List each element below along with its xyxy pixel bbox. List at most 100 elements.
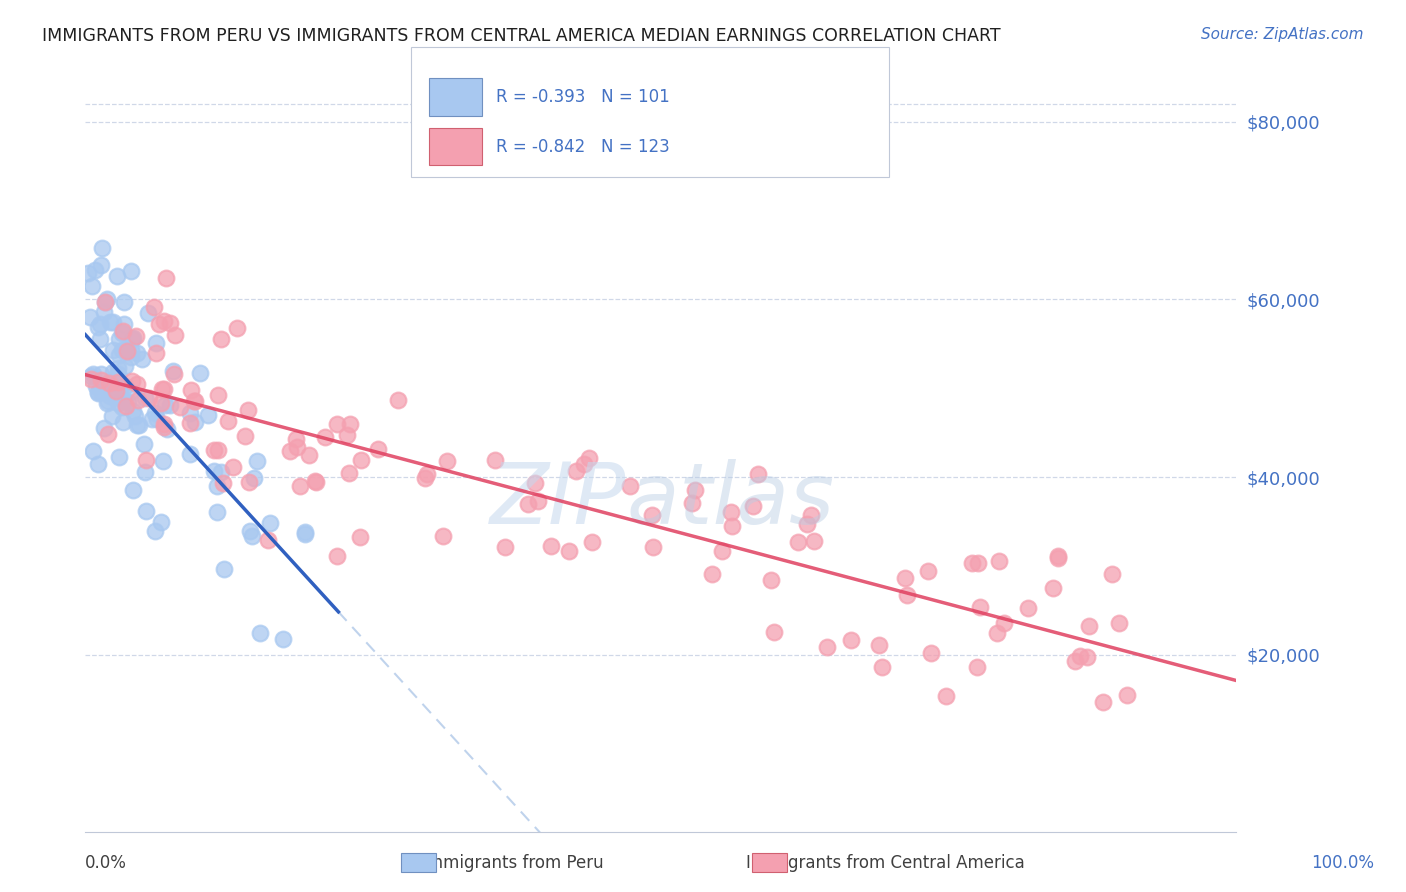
Point <box>103 343 125 357</box>
Point <box>921 647 943 661</box>
Point <box>84 262 107 277</box>
Point <box>115 344 138 359</box>
Point <box>112 295 135 310</box>
Point <box>90 368 112 382</box>
Point <box>87 386 110 401</box>
Point <box>179 416 201 430</box>
Point <box>121 404 143 418</box>
Point <box>350 453 373 467</box>
Point <box>1101 566 1123 581</box>
Point <box>101 315 124 329</box>
Point <box>98 382 121 396</box>
Point <box>145 336 167 351</box>
Point <box>112 324 135 338</box>
Point <box>145 346 167 360</box>
Point <box>98 315 121 329</box>
Point <box>1108 615 1130 630</box>
Point <box>84 379 107 393</box>
Point <box>179 447 201 461</box>
Point <box>87 319 110 334</box>
Point <box>134 391 156 405</box>
Point <box>720 505 742 519</box>
Point <box>581 535 603 549</box>
Point <box>112 415 135 429</box>
Point <box>280 444 302 458</box>
Point <box>89 332 111 346</box>
Point <box>839 632 862 647</box>
Point <box>150 515 173 529</box>
Point <box>107 368 129 382</box>
Point <box>207 505 229 519</box>
Point <box>246 454 269 468</box>
Point <box>107 395 129 409</box>
Point <box>183 415 205 429</box>
Point <box>993 615 1015 630</box>
Point <box>294 524 316 539</box>
Point <box>893 571 915 585</box>
Text: R = -0.393   N = 101: R = -0.393 N = 101 <box>496 88 671 106</box>
Point <box>304 474 326 488</box>
Point <box>225 321 247 335</box>
Point <box>159 316 181 330</box>
Point <box>97 427 120 442</box>
Point <box>108 332 131 346</box>
Point <box>239 524 262 539</box>
Point <box>285 440 308 454</box>
Point <box>134 436 156 450</box>
Point <box>700 567 723 582</box>
Point <box>90 258 112 272</box>
Point <box>121 483 143 498</box>
Point <box>184 394 207 409</box>
Point <box>326 549 349 564</box>
Point <box>558 544 581 558</box>
Point <box>120 343 142 358</box>
Point <box>114 359 136 374</box>
Point <box>367 442 389 456</box>
Point <box>337 466 360 480</box>
Point <box>143 524 166 538</box>
Point <box>127 376 149 391</box>
Point <box>100 409 122 424</box>
Point <box>987 554 1010 568</box>
Point <box>115 399 138 413</box>
Point <box>124 409 146 423</box>
Point <box>165 328 187 343</box>
Point <box>155 271 177 285</box>
Point <box>966 660 988 674</box>
Point <box>297 448 319 462</box>
Point <box>94 294 117 309</box>
Point <box>90 241 112 255</box>
Point <box>249 625 271 640</box>
Point <box>787 535 810 549</box>
Point <box>117 341 139 355</box>
Point <box>89 317 111 331</box>
Point <box>80 369 103 384</box>
Point <box>207 479 229 493</box>
Point <box>90 384 112 399</box>
Point <box>135 453 157 467</box>
Point <box>202 443 225 458</box>
Point <box>80 372 103 386</box>
Point <box>207 388 229 402</box>
Point <box>969 600 991 615</box>
Point <box>578 450 600 465</box>
Point <box>336 427 359 442</box>
Point <box>796 517 818 532</box>
Point <box>294 527 316 541</box>
Point <box>179 406 201 420</box>
Point <box>711 543 734 558</box>
Point <box>1063 654 1085 668</box>
Point <box>120 385 142 400</box>
Point <box>150 382 173 396</box>
Text: atlas: atlas <box>626 458 834 541</box>
Point <box>387 392 409 407</box>
Point <box>436 453 458 467</box>
Point <box>112 393 135 408</box>
Point <box>103 388 125 402</box>
Point <box>114 379 136 393</box>
Point <box>432 529 454 543</box>
Point <box>484 452 506 467</box>
Point <box>117 344 139 359</box>
Point <box>257 533 280 547</box>
Point <box>96 292 118 306</box>
